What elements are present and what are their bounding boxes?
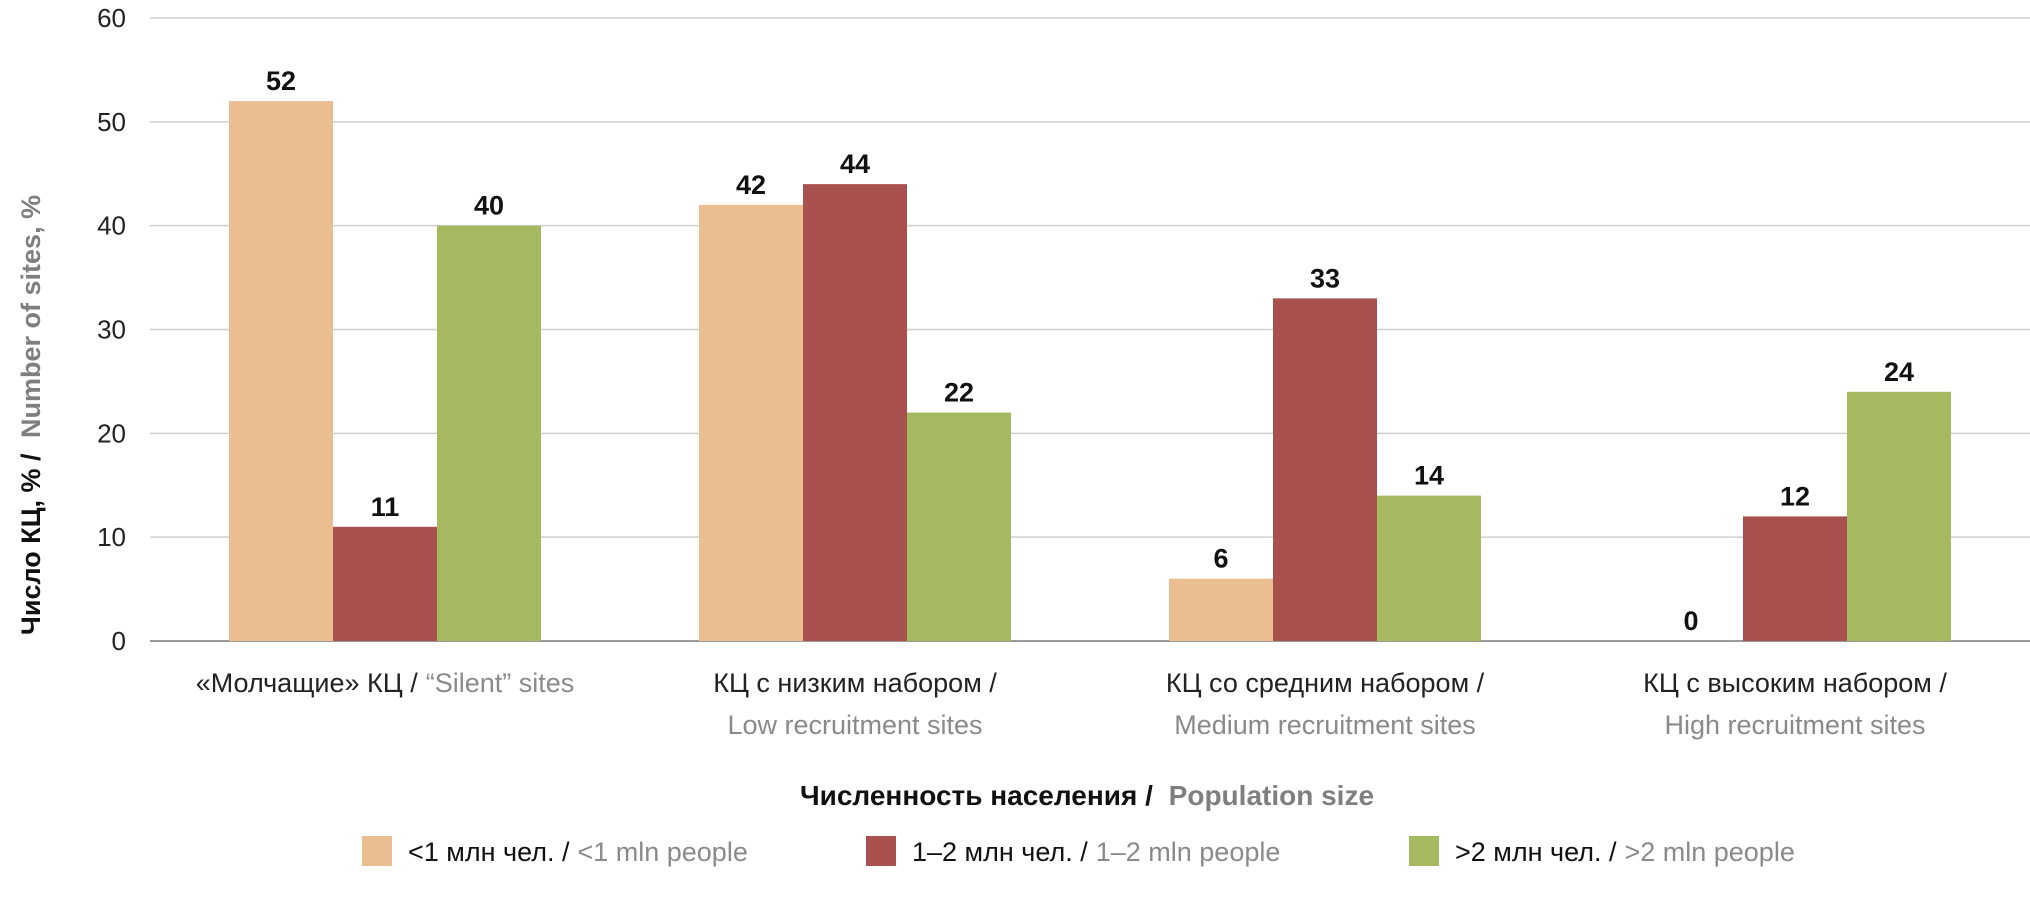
category-label: «Молчащие» КЦ / “Silent” sites (196, 668, 575, 698)
y-tick-label: 10 (97, 522, 126, 552)
bar (907, 412, 1011, 641)
category-label-ru: КЦ с высоким набором / (1643, 668, 1947, 698)
category-label-en: High recruitment sites (1664, 710, 1925, 740)
bars (229, 101, 1951, 642)
bar (229, 101, 333, 642)
legend-entry-en: >2 mln people (1624, 837, 1794, 867)
data-labels: 52 11 40 42 44 22 6 33 14 0 12 24 (266, 66, 1914, 636)
data-label: 14 (1414, 461, 1444, 491)
legend-entry-en: 1–2 mln people (1096, 837, 1281, 867)
data-label: 40 (474, 191, 504, 221)
bar (803, 184, 907, 641)
data-label: 0 (1683, 606, 1698, 636)
bar (699, 204, 803, 641)
y-axis-title-en: Number of sites, % (16, 195, 46, 438)
category-label-en: “Silent” sites (426, 668, 575, 698)
data-label: 42 (736, 170, 766, 200)
data-label: 52 (266, 66, 296, 96)
data-label: 11 (371, 492, 400, 522)
y-tick-label: 40 (97, 211, 126, 241)
y-tick-label: 0 (112, 626, 126, 656)
data-label: 6 (1213, 544, 1228, 574)
y-axis-title: Число КЦ, % / Number of sites, % (16, 195, 46, 635)
data-label: 33 (1310, 263, 1340, 293)
y-axis-ticks: 0 10 20 30 40 50 60 (97, 3, 126, 656)
legend-swatch (362, 836, 392, 866)
bar (1847, 391, 1951, 641)
legend: <1 млн чел. / <1 mln people 1–2 млн чел. /… (362, 836, 1795, 867)
y-tick-label: 60 (97, 3, 126, 33)
legend-entry: <1 млн чел. / <1 mln people (408, 837, 748, 867)
y-axis-title-ru: Число КЦ, % / (16, 453, 46, 635)
x-axis-title-ru: Численность населения / (800, 780, 1153, 811)
legend-entry-ru: <1 млн чел. / (408, 837, 570, 867)
legend-entry: 1–2 млн чел. / 1–2 mln people (912, 837, 1280, 867)
data-label: 24 (1884, 357, 1914, 387)
y-tick-label: 20 (97, 418, 126, 448)
legend-swatch (866, 836, 896, 866)
legend-entry: >2 млн чел. / >2 mln people (1455, 837, 1795, 867)
bar (1169, 578, 1273, 641)
category-label-ru: КЦ со средним набором / (1166, 668, 1485, 698)
bar (1743, 516, 1847, 641)
category-label-ru: «Молчащие» КЦ / (196, 668, 419, 698)
bar (1377, 495, 1481, 641)
category-label-en: Low recruitment sites (727, 710, 982, 740)
legend-entry-en: <1 mln people (577, 837, 747, 867)
y-tick-label: 50 (97, 107, 126, 137)
bar (1273, 298, 1377, 641)
legend-entry-ru: 1–2 млн чел. / (912, 837, 1088, 867)
category-label-en: Medium recruitment sites (1174, 710, 1476, 740)
category-label-ru: КЦ с низким набором / (713, 668, 997, 698)
x-axis-title: Численность населения / Population size (800, 780, 1374, 811)
y-tick-label: 30 (97, 315, 126, 345)
data-label: 44 (840, 149, 870, 179)
bar (333, 526, 437, 641)
legend-swatch (1409, 836, 1439, 866)
x-axis-title-en: Population size (1169, 780, 1374, 811)
category-labels: «Молчащие» КЦ / “Silent” sites КЦ с низким… (196, 668, 1948, 740)
bar (437, 225, 541, 641)
legend-entry-ru: >2 млн чел. / (1455, 837, 1617, 867)
data-label: 22 (944, 378, 974, 408)
data-label: 12 (1780, 481, 1810, 511)
